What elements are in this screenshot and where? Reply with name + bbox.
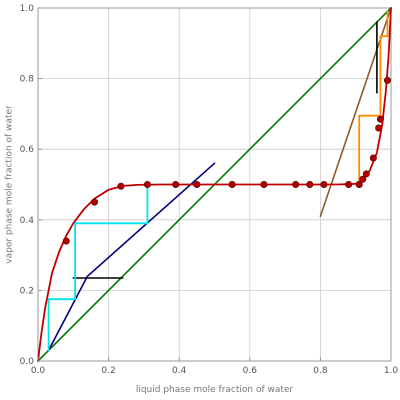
y-tick-label: 0.8	[20, 75, 35, 85]
y-tick-label: 1.0	[20, 4, 35, 14]
y-tick-label: 0.2	[20, 286, 34, 296]
x-axis-label: liquid phase mole fraction of water	[136, 385, 294, 395]
y-tick-label: 0.4	[20, 216, 35, 226]
data-point	[369, 154, 377, 162]
x-tick-label: 0.4	[172, 366, 187, 376]
y-axis-label: vapor phase mole fraction of water	[5, 105, 15, 264]
data-point	[355, 181, 363, 189]
data-point	[90, 198, 98, 206]
x-tick-label: 0.6	[243, 366, 258, 376]
data-point	[359, 175, 367, 183]
x-tick-label: 0.8	[313, 366, 328, 376]
series-layer	[37, 7, 392, 362]
data-point	[383, 76, 391, 84]
y-tick-label: 0.6	[20, 145, 35, 155]
x-tick-label: 0.0	[31, 366, 46, 376]
series-step-5	[47, 183, 149, 352]
plot-frame	[37, 7, 392, 362]
data-point	[320, 181, 328, 189]
data-point	[306, 181, 314, 189]
data-point	[172, 181, 180, 189]
y-tick-label: 0.0	[20, 357, 35, 367]
x-tick-label: 1.0	[384, 366, 399, 376]
data-point	[292, 181, 300, 189]
data-point	[117, 182, 125, 190]
data-point	[228, 181, 236, 189]
data-point	[362, 170, 370, 178]
series-step-6	[358, 10, 389, 186]
data-point	[376, 115, 384, 123]
tick-labels: 0.0 0.2 0.4 0.6 0.8 1.0 0.0 0.2 0.4 0.6 0.8 1.0	[20, 4, 399, 376]
data-point	[143, 181, 151, 189]
data-point	[193, 181, 201, 189]
data-point	[260, 181, 268, 189]
series-line-3	[47, 162, 216, 352]
series-line-4	[319, 7, 392, 218]
data-point	[345, 181, 353, 189]
data-point	[62, 237, 70, 245]
x-tick-label: 0.2	[101, 366, 115, 376]
data-point	[375, 124, 383, 132]
